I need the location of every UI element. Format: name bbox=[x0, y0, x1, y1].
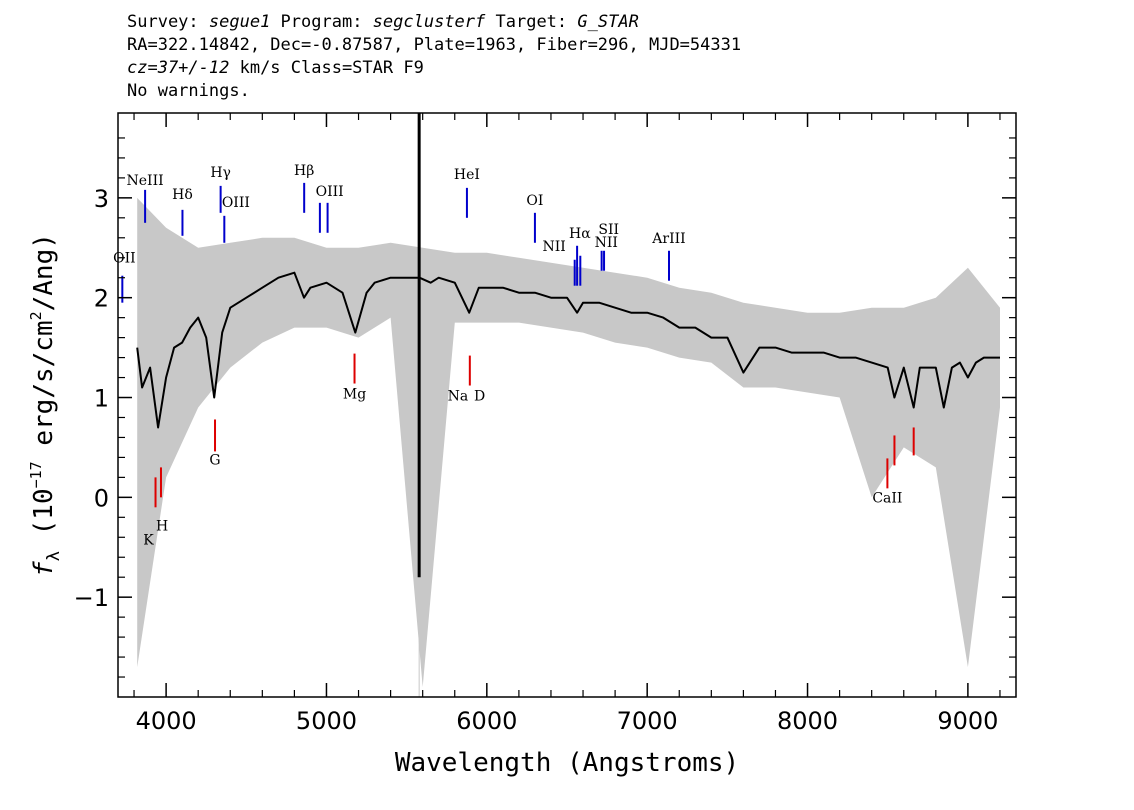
y-axis-title: fλ (10−17 erg/s/cm2/Ang) bbox=[27, 233, 64, 577]
absorption-line-label: D bbox=[474, 389, 485, 405]
emission-line-label: Hγ bbox=[210, 165, 231, 181]
axis-ticks: 4000 5000 6000 7000 8000 9000 −1 0 1 2 3 bbox=[74, 113, 1016, 735]
emission-line-label: OII bbox=[113, 251, 136, 267]
emission-line-label: OI bbox=[526, 193, 543, 209]
spectrum-header: Survey: segue1 Program: segclusterf Targ… bbox=[127, 11, 1027, 103]
y-axis-open: (10 bbox=[29, 488, 59, 551]
survey-value: segue1 bbox=[208, 12, 271, 32]
absorption-line-label: H bbox=[156, 518, 168, 534]
emission-line-label: HeI bbox=[454, 167, 480, 183]
plot-frame bbox=[117, 112, 1017, 698]
y-axis-f: f bbox=[29, 561, 59, 577]
header-line-2: RA=322.14842, Dec=-0.87587, Plate=1963, … bbox=[127, 35, 742, 55]
spectral-line-markers: OIINeIIIHδHγOIIIHβOIIIHeIOINIIHαNIISIIAr… bbox=[113, 163, 915, 548]
x-tick-label: 4000 bbox=[136, 707, 197, 735]
header-line-4: No warnings. bbox=[127, 81, 250, 101]
absorption-line-label: Na bbox=[448, 389, 469, 405]
y-axis-exp: −17 bbox=[27, 461, 45, 488]
emission-line-label: NII bbox=[543, 239, 566, 255]
target-value: G_STAR bbox=[577, 12, 639, 32]
x-tick-label: 6000 bbox=[456, 707, 517, 735]
flux-series bbox=[136, 113, 1000, 578]
target-label: Target: bbox=[485, 12, 578, 32]
x-tick-label: 7000 bbox=[617, 707, 678, 735]
y-tick-label: 1 bbox=[94, 385, 109, 413]
emission-line-label: ArIII bbox=[651, 231, 685, 247]
x-axis-title: Wavelength (Angstroms) bbox=[395, 748, 739, 778]
emission-line-label: Hβ bbox=[294, 163, 314, 179]
header-line-3: cz=37+/-12 km/s Class=STAR F9 bbox=[127, 57, 1027, 80]
y-axis-lambda: λ bbox=[44, 551, 64, 561]
y-tick-label: 0 bbox=[94, 484, 109, 512]
survey-label: Survey: bbox=[127, 12, 209, 32]
redshift-value: cz=37+/-12 bbox=[127, 58, 230, 78]
class-text: km/s Class=STAR F9 bbox=[229, 58, 424, 78]
emission-line-label: NeIII bbox=[127, 173, 164, 189]
y-axis-close: /Ang) bbox=[29, 233, 59, 311]
x-tick-label: 9000 bbox=[937, 707, 998, 735]
emission-line-label: OIII bbox=[222, 195, 250, 211]
error-band bbox=[137, 197, 1000, 687]
y-axis-mid: erg/s/cm bbox=[29, 320, 59, 461]
emission-line-label: SII bbox=[598, 222, 619, 238]
emission-line-label: NII bbox=[595, 235, 618, 251]
program-value: segclusterf bbox=[372, 12, 486, 32]
header-line-1: Survey: segue1 Program: segclusterf Targ… bbox=[127, 11, 1027, 34]
y-tick-label: 2 bbox=[94, 285, 109, 313]
y-tick-label: −1 bbox=[74, 584, 109, 612]
emission-line-label: OIII bbox=[316, 184, 344, 200]
absorption-line-label: G bbox=[209, 452, 220, 468]
y-axis-sq: 2 bbox=[27, 311, 45, 320]
absorption-line-label: K bbox=[143, 532, 154, 548]
y-tick-label: 3 bbox=[94, 185, 109, 213]
emission-line-label: Hδ bbox=[172, 187, 193, 203]
program-label: Program: bbox=[270, 12, 373, 32]
x-tick-label: 8000 bbox=[777, 707, 838, 735]
absorption-line-label: CaII bbox=[872, 490, 902, 506]
absorption-line-label: Mg bbox=[343, 387, 366, 403]
emission-line-label: Hα bbox=[569, 226, 591, 242]
error-envelope bbox=[137, 113, 1000, 697]
flux-line bbox=[136, 271, 1000, 429]
x-tick-label: 5000 bbox=[296, 707, 357, 735]
